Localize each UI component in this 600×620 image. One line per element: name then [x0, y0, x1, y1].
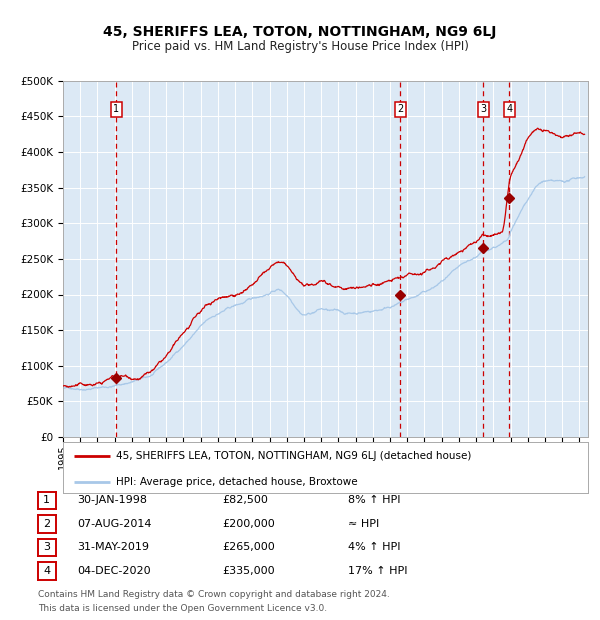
Text: 4: 4: [43, 566, 50, 576]
Text: 4: 4: [506, 104, 512, 114]
Text: 2: 2: [43, 519, 50, 529]
Text: £335,000: £335,000: [222, 566, 275, 576]
Text: 31-MAY-2019: 31-MAY-2019: [77, 542, 149, 552]
Text: 3: 3: [480, 104, 487, 114]
Text: ≈ HPI: ≈ HPI: [348, 519, 379, 529]
Text: 45, SHERIFFS LEA, TOTON, NOTTINGHAM, NG9 6LJ: 45, SHERIFFS LEA, TOTON, NOTTINGHAM, NG9…: [103, 25, 497, 39]
Text: 4% ↑ HPI: 4% ↑ HPI: [348, 542, 401, 552]
Text: £82,500: £82,500: [222, 495, 268, 505]
Text: 1: 1: [113, 104, 119, 114]
Text: 17% ↑ HPI: 17% ↑ HPI: [348, 566, 407, 576]
Text: 3: 3: [43, 542, 50, 552]
Text: HPI: Average price, detached house, Broxtowe: HPI: Average price, detached house, Brox…: [115, 477, 357, 487]
Text: 2: 2: [397, 104, 404, 114]
Text: Contains HM Land Registry data © Crown copyright and database right 2024.: Contains HM Land Registry data © Crown c…: [38, 590, 389, 599]
Text: 07-AUG-2014: 07-AUG-2014: [77, 519, 151, 529]
Text: £200,000: £200,000: [222, 519, 275, 529]
Text: 30-JAN-1998: 30-JAN-1998: [77, 495, 147, 505]
Text: 8% ↑ HPI: 8% ↑ HPI: [348, 495, 401, 505]
Text: 45, SHERIFFS LEA, TOTON, NOTTINGHAM, NG9 6LJ (detached house): 45, SHERIFFS LEA, TOTON, NOTTINGHAM, NG9…: [115, 451, 471, 461]
Text: Price paid vs. HM Land Registry's House Price Index (HPI): Price paid vs. HM Land Registry's House …: [131, 40, 469, 53]
Text: £265,000: £265,000: [222, 542, 275, 552]
Text: This data is licensed under the Open Government Licence v3.0.: This data is licensed under the Open Gov…: [38, 603, 327, 613]
Text: 04-DEC-2020: 04-DEC-2020: [77, 566, 151, 576]
Text: 1: 1: [43, 495, 50, 505]
